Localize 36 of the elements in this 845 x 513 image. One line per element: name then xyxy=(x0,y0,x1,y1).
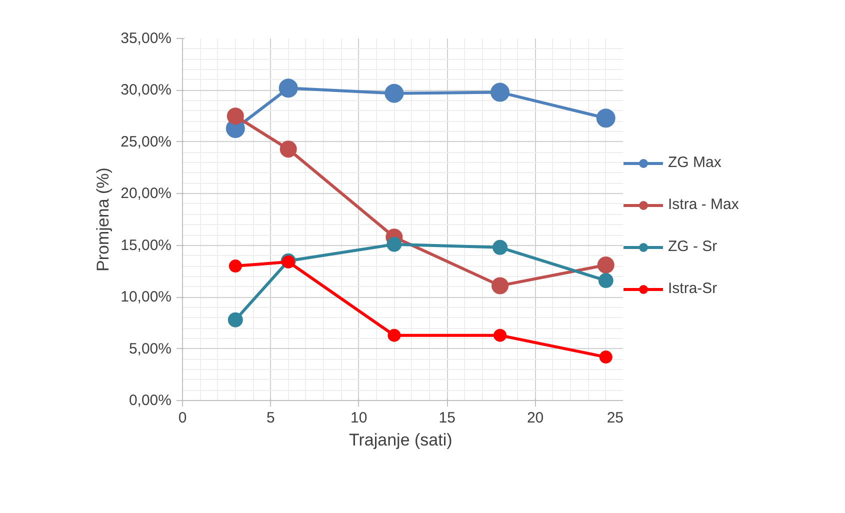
point xyxy=(384,84,404,103)
point xyxy=(492,277,509,294)
point xyxy=(280,140,297,158)
point xyxy=(597,256,614,274)
y-tick-label: 10,00% xyxy=(120,288,172,306)
legend-label: ZG Max xyxy=(668,154,722,171)
y-tick-label: 35,00% xyxy=(120,30,172,47)
y-tick-label: 5,00% xyxy=(128,340,172,358)
legend-label: ZG - Sr xyxy=(668,238,718,255)
point xyxy=(386,236,402,252)
legend-label: Istra-Sr xyxy=(668,280,718,297)
point xyxy=(228,260,242,273)
point xyxy=(599,350,612,364)
y-tick-label: 20,00% xyxy=(120,185,172,202)
point xyxy=(492,240,508,255)
y-tick-label: 0,00% xyxy=(128,392,172,409)
point xyxy=(388,328,401,342)
x-tick-label: 0 xyxy=(178,410,187,426)
x-tick-label: 15 xyxy=(438,410,456,426)
y-tick-label: 30,00% xyxy=(120,82,172,99)
y-tick-label: 15,00% xyxy=(120,236,172,254)
point xyxy=(278,78,298,98)
y-tick-label: 25,00% xyxy=(120,133,172,150)
x-axis-title: Trajanje (sati) xyxy=(348,430,452,450)
y-axis-title: Promjena (%) xyxy=(94,168,113,272)
point xyxy=(226,108,244,125)
point xyxy=(490,82,510,102)
point xyxy=(494,328,507,342)
x-tick-label: 25 xyxy=(606,410,624,426)
legend-label: Istra - Max xyxy=(668,196,739,213)
point xyxy=(596,108,616,128)
x-tick-label: 5 xyxy=(266,410,275,426)
point xyxy=(598,273,614,288)
point xyxy=(228,312,243,328)
x-tick-label: 10 xyxy=(350,410,368,426)
x-tick-label: 20 xyxy=(526,410,544,426)
